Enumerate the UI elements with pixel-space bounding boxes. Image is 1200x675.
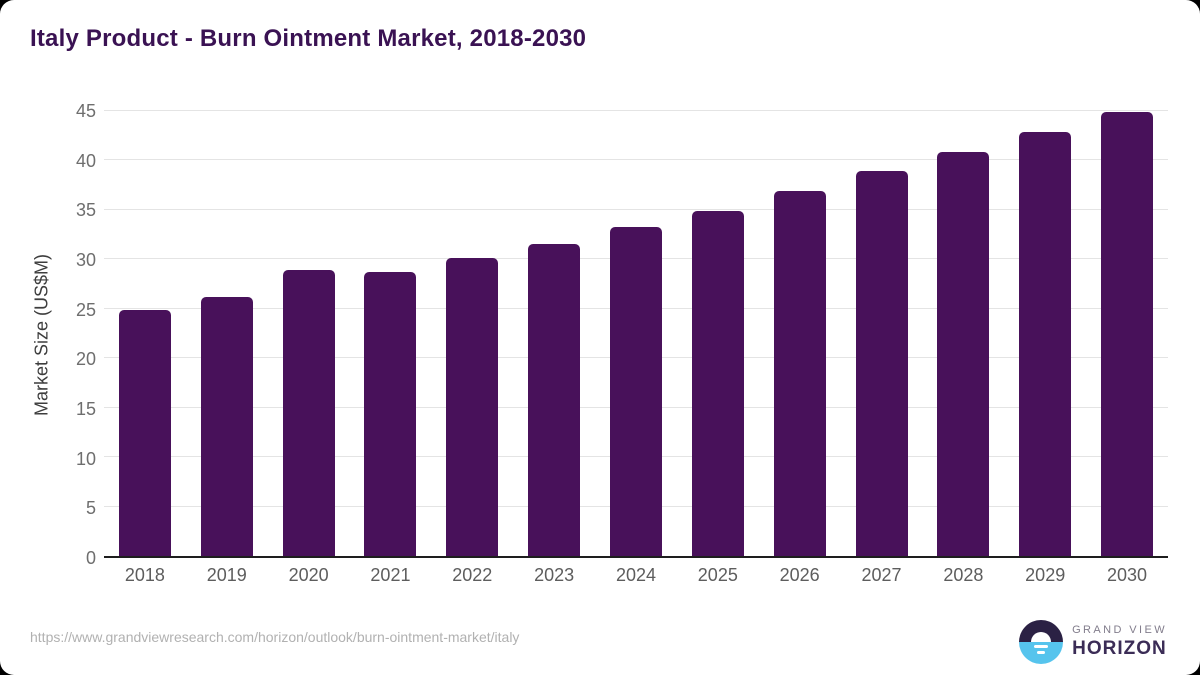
- bar-column-2018: [104, 111, 186, 556]
- bar-2019: [200, 296, 253, 556]
- x-tick-2023: 2023: [534, 565, 575, 585]
- y-tick-10: 10: [75, 448, 96, 469]
- gridline-40: [104, 159, 1168, 161]
- x-tick-2030: 2030: [1107, 565, 1148, 585]
- chart-title: Italy Product - Burn Ointment Market, 20…: [30, 25, 587, 52]
- bar-2026: [773, 191, 826, 556]
- bar-column-2025: [677, 111, 759, 556]
- bar-2024: [609, 226, 662, 556]
- grand-view-horizon-logo: GRAND VIEW HORIZON: [1019, 620, 1167, 664]
- y-tick-15: 15: [75, 399, 96, 420]
- logo-text: GRAND VIEW HORIZON: [1072, 624, 1167, 660]
- bar-column-2020: [268, 111, 350, 556]
- reflection-line: [1034, 645, 1049, 648]
- x-tick-2027: 2027: [861, 565, 902, 585]
- bar-column-2029: [1004, 111, 1086, 556]
- y-tick-45: 45: [75, 101, 96, 121]
- bar-column-2019: [186, 111, 268, 556]
- bar-2028: [937, 151, 990, 556]
- bar-column-2023: [513, 111, 595, 556]
- y-axis-tick-labels: 0 5 10 15 20 25 30 35 40 45: [0, 102, 96, 567]
- y-tick-0: 0: [85, 548, 96, 568]
- x-tick-2020: 2020: [288, 565, 329, 585]
- bar-2027: [855, 171, 908, 556]
- bar-2030: [1101, 112, 1154, 556]
- x-tick-2028: 2028: [943, 565, 984, 585]
- y-tick-30: 30: [75, 250, 96, 271]
- y-tick-25: 25: [75, 299, 96, 320]
- x-tick-2018: 2018: [124, 565, 165, 585]
- bar-series: [104, 111, 1168, 556]
- x-tick-2029: 2029: [1025, 565, 1066, 585]
- bar-2021: [364, 272, 417, 556]
- y-tick-40: 40: [75, 150, 96, 171]
- reflection-line: [1037, 651, 1046, 654]
- x-tick-2022: 2022: [452, 565, 493, 585]
- logo-horizon-label: HORIZON: [1072, 638, 1167, 659]
- bar-column-2026: [759, 111, 841, 556]
- bar-column-2027: [841, 111, 923, 556]
- bar-2018: [118, 309, 171, 556]
- x-tick-2024: 2024: [615, 565, 656, 585]
- y-tick-20: 20: [75, 349, 96, 370]
- bar-2020: [282, 270, 335, 556]
- gridline-45: [104, 110, 1168, 111]
- y-tick-35: 35: [75, 200, 96, 221]
- bar-column-2022: [431, 111, 513, 556]
- bar-2025: [691, 210, 744, 556]
- bar-column-2030: [1086, 111, 1168, 556]
- plot-area: [104, 110, 1168, 558]
- x-axis-tick-labels: 2018 2019 2020 2021 2022 2023 2024 2025 2026 2027…: [104, 565, 1168, 586]
- x-tick-2019: 2019: [206, 565, 247, 585]
- bar-column-2021: [350, 111, 432, 556]
- x-tick-2021: 2021: [370, 565, 411, 585]
- bar-2023: [528, 243, 581, 556]
- horizon-sun-icon: [1019, 620, 1064, 664]
- bar-column-2028: [922, 111, 1004, 556]
- bar-2022: [446, 258, 499, 556]
- x-tick-2025: 2025: [697, 565, 738, 585]
- gridline-35: [104, 208, 1168, 210]
- logo-grand-view-label: GRAND VIEW: [1072, 624, 1167, 636]
- bar-2029: [1019, 131, 1072, 556]
- sun-shape: [1031, 632, 1052, 642]
- source-url: https://www.grandviewresearch.com/horizo…: [30, 629, 520, 645]
- bar-column-2024: [595, 111, 677, 556]
- x-tick-2026: 2026: [779, 565, 820, 585]
- y-tick-5: 5: [85, 498, 96, 519]
